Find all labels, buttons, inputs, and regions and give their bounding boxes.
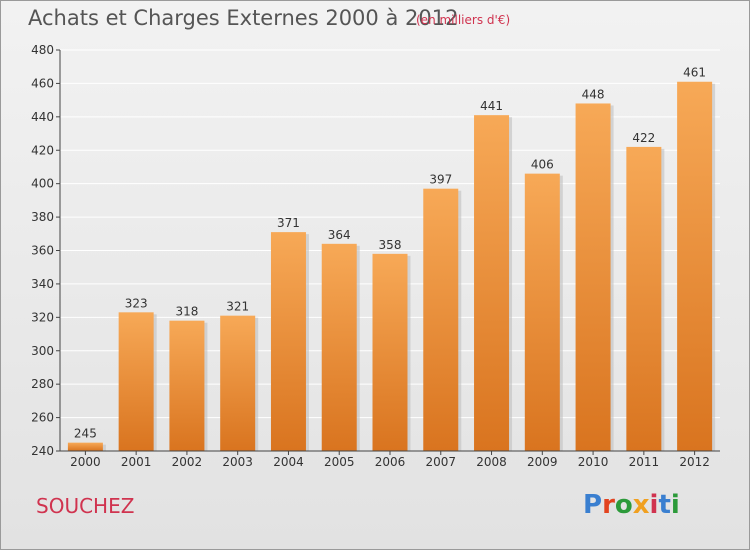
- x-tick-label: 2011: [629, 455, 660, 469]
- logo-letter: o: [614, 490, 633, 520]
- bar-value-label: 358: [379, 238, 402, 252]
- logo-letter: i: [649, 490, 659, 520]
- chart-title: Achats et Charges Externes 2000 à 2012: [28, 6, 459, 30]
- y-tick-label: 300: [31, 344, 54, 358]
- bar-value-label: 371: [277, 216, 300, 230]
- bar-2006: [372, 253, 408, 451]
- logo-letter: i: [670, 490, 680, 520]
- bar-value-label: 245: [74, 427, 97, 441]
- x-tick-label: 2012: [679, 455, 710, 469]
- bar-2004: [270, 232, 306, 451]
- bar-2003: [220, 315, 256, 451]
- y-tick-label: 460: [31, 76, 54, 90]
- y-tick-label: 480: [31, 43, 54, 57]
- x-tick-label: 2004: [273, 455, 304, 469]
- y-tick-label: 240: [31, 444, 54, 458]
- bar-2012: [677, 81, 713, 451]
- x-tick-label: 2001: [121, 455, 152, 469]
- x-tick-label: 2008: [476, 455, 507, 469]
- x-tick-label: 2003: [222, 455, 253, 469]
- bars: 245 323 318 321 371 364 358 397 441 406 448 422 461: [67, 66, 716, 452]
- y-tick-label: 420: [31, 143, 54, 157]
- y-tick-label: 380: [31, 210, 54, 224]
- bar-2007: [423, 188, 459, 451]
- x-tick-label: 2005: [324, 455, 355, 469]
- logo-letter: P: [583, 490, 603, 520]
- bar-value-label: 422: [632, 131, 655, 145]
- x-tick-label: 2009: [527, 455, 558, 469]
- bar-value-label: 321: [226, 300, 249, 314]
- bar-2001: [118, 312, 154, 451]
- proxiti-logo[interactable]: Proxiti: [583, 490, 680, 520]
- bar-value-label: 461: [683, 66, 706, 80]
- bar-2010: [575, 103, 611, 451]
- logo-letter: x: [632, 490, 650, 520]
- chart-subtitle: (en milliers d'€): [416, 13, 511, 27]
- axes: 240 260 280 300 320 340 360 380 400 420 440 460 480 2…: [31, 43, 720, 469]
- y-tick-label: 340: [31, 277, 54, 291]
- bar-value-label: 318: [175, 305, 198, 319]
- bar-value-label: 441: [480, 99, 503, 113]
- y-tick-label: 400: [31, 177, 54, 191]
- bar-value-label: 406: [531, 158, 554, 172]
- logo-letter: r: [602, 490, 615, 520]
- x-tick-label: 2002: [172, 455, 203, 469]
- bar-2005: [321, 243, 357, 451]
- commune-name: SOUCHEZ: [36, 494, 135, 518]
- x-tick-label: 2010: [578, 455, 609, 469]
- y-tick-label: 440: [31, 110, 54, 124]
- x-tick-label: 2007: [425, 455, 456, 469]
- bar-2002: [169, 320, 205, 451]
- y-tick-label: 320: [31, 310, 54, 324]
- bar-value-label: 323: [125, 296, 148, 310]
- bar-value-label: 397: [429, 173, 452, 187]
- bar-value-label: 448: [582, 87, 605, 101]
- bar-2011: [626, 146, 662, 452]
- x-tick-label: 2006: [375, 455, 406, 469]
- logo-letter: t: [658, 490, 671, 520]
- y-tick-label: 360: [31, 244, 54, 258]
- bar-2008: [474, 115, 510, 451]
- y-tick-label: 260: [31, 411, 54, 425]
- x-tick-label: 2000: [70, 455, 101, 469]
- y-tick-label: 280: [31, 377, 54, 391]
- bar-2000: [67, 442, 103, 451]
- bar-2009: [524, 173, 560, 451]
- bar-value-label: 364: [328, 228, 351, 242]
